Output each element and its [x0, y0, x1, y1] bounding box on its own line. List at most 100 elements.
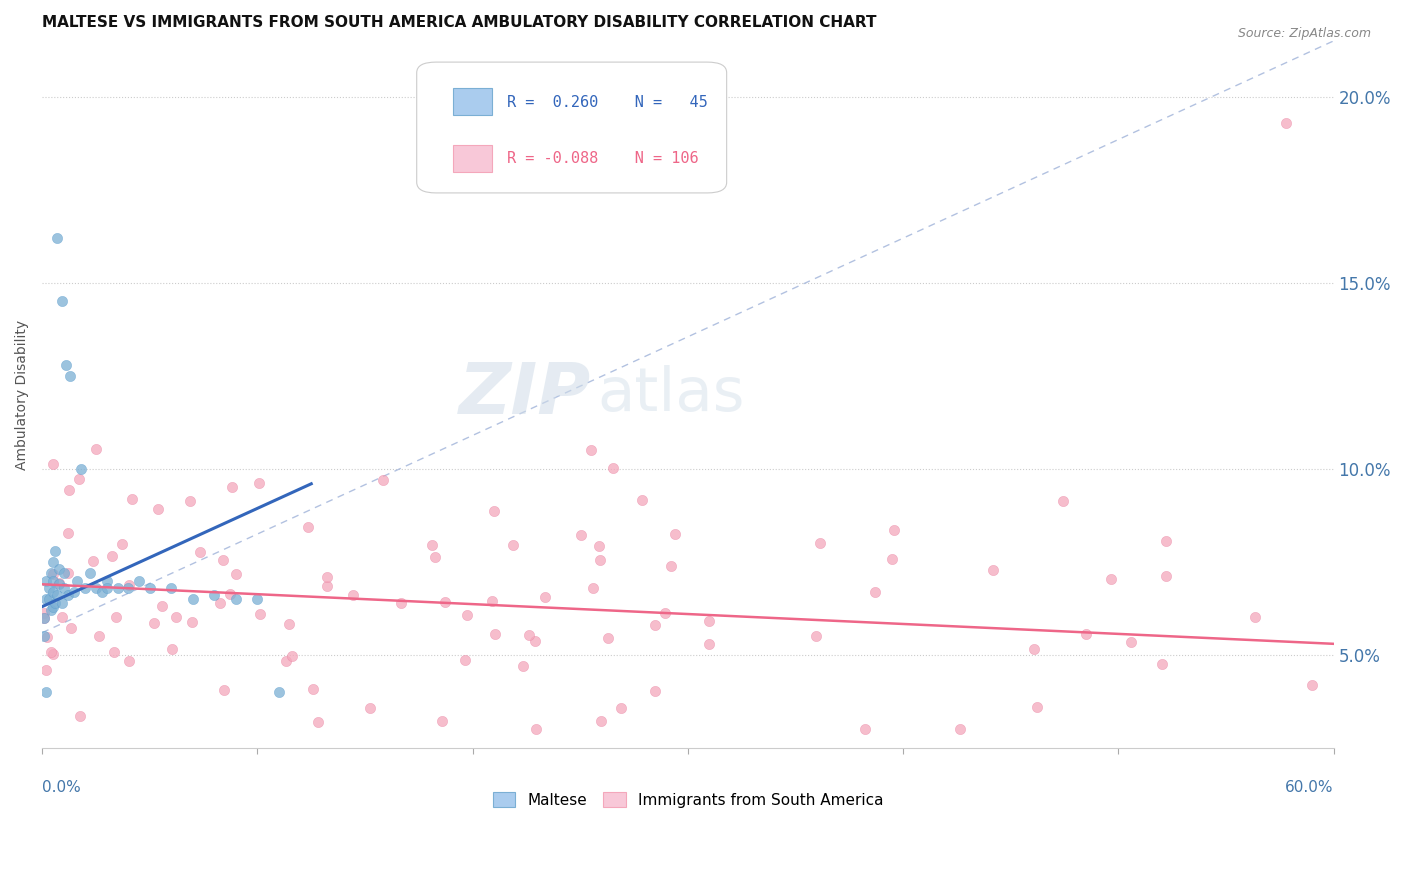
Point	[42, 574, 65, 588]
Point	[484, 626, 506, 640]
Point	[225, 592, 247, 607]
Point	[307, 715, 329, 730]
Point	[588, 539, 610, 553]
Point	[34, 611, 56, 625]
Point	[808, 536, 831, 550]
Point	[221, 480, 243, 494]
Point	[883, 523, 905, 537]
Point	[52, 566, 75, 580]
Point	[302, 681, 325, 696]
Point	[533, 590, 555, 604]
Point	[659, 559, 682, 574]
Point	[148, 501, 170, 516]
Point	[121, 491, 143, 506]
Point	[56, 566, 79, 580]
Point	[579, 442, 602, 457]
Point	[39, 645, 62, 659]
Point	[609, 700, 631, 714]
Point	[297, 520, 319, 534]
Point	[39, 603, 62, 617]
Legend: Maltese, Immigrants from South America: Maltese, Immigrants from South America	[492, 792, 883, 807]
FancyBboxPatch shape	[416, 62, 727, 193]
Point	[39, 566, 62, 580]
Point	[34, 629, 56, 643]
Point	[179, 493, 201, 508]
Point	[225, 566, 247, 581]
Point	[517, 628, 540, 642]
Point	[249, 607, 271, 622]
Point	[46, 231, 69, 245]
Point	[44, 543, 66, 558]
Point	[160, 581, 183, 595]
Point	[853, 723, 876, 737]
Point	[69, 708, 91, 723]
Point	[79, 566, 101, 580]
Point	[1024, 642, 1046, 657]
Text: Source: ZipAtlas.com: Source: ZipAtlas.com	[1237, 27, 1371, 40]
Text: 0.0%: 0.0%	[42, 780, 82, 795]
Point	[454, 653, 477, 667]
Point	[63, 584, 86, 599]
Point	[863, 585, 886, 599]
Point	[315, 570, 337, 584]
Point	[104, 609, 127, 624]
Point	[246, 592, 269, 607]
Point	[84, 581, 107, 595]
Text: atlas: atlas	[598, 365, 745, 424]
Point	[342, 588, 364, 602]
Point	[91, 584, 114, 599]
Point	[86, 442, 108, 456]
Point	[56, 589, 79, 603]
Point	[277, 616, 299, 631]
Point	[142, 616, 165, 631]
Point	[589, 553, 612, 567]
Point	[1026, 699, 1049, 714]
Point	[596, 631, 619, 645]
Point	[35, 592, 58, 607]
Point	[526, 723, 548, 737]
Point	[139, 581, 162, 595]
Point	[249, 476, 271, 491]
Point	[42, 458, 65, 472]
Point	[589, 714, 612, 728]
Point	[1154, 569, 1177, 583]
Point	[484, 504, 506, 518]
Point	[38, 581, 60, 595]
Point	[162, 641, 184, 656]
Point	[1119, 635, 1142, 649]
Point	[1052, 493, 1074, 508]
Point	[111, 537, 134, 551]
Point	[82, 553, 104, 567]
Point	[274, 655, 297, 669]
Point	[42, 647, 65, 661]
Point	[42, 566, 65, 581]
Point	[664, 527, 686, 541]
Point	[188, 545, 211, 559]
Point	[128, 574, 150, 588]
Point	[1243, 610, 1265, 624]
Point	[103, 645, 125, 659]
Point	[211, 553, 233, 567]
Point	[52, 581, 75, 595]
Point	[882, 552, 904, 566]
Point	[949, 723, 972, 737]
Point	[55, 358, 77, 372]
Point	[631, 493, 654, 508]
Point	[46, 589, 69, 603]
Point	[42, 599, 65, 614]
Point	[214, 683, 236, 698]
Point	[101, 549, 124, 563]
Point	[371, 473, 394, 487]
Point	[37, 631, 59, 645]
Point	[315, 579, 337, 593]
Point	[481, 594, 503, 608]
Point	[58, 483, 80, 497]
Point	[202, 589, 225, 603]
Point	[66, 574, 89, 588]
Point	[89, 629, 111, 643]
Point	[644, 617, 666, 632]
Point	[1099, 572, 1122, 586]
Point	[697, 615, 720, 629]
Point	[75, 581, 97, 595]
Point	[59, 368, 82, 383]
